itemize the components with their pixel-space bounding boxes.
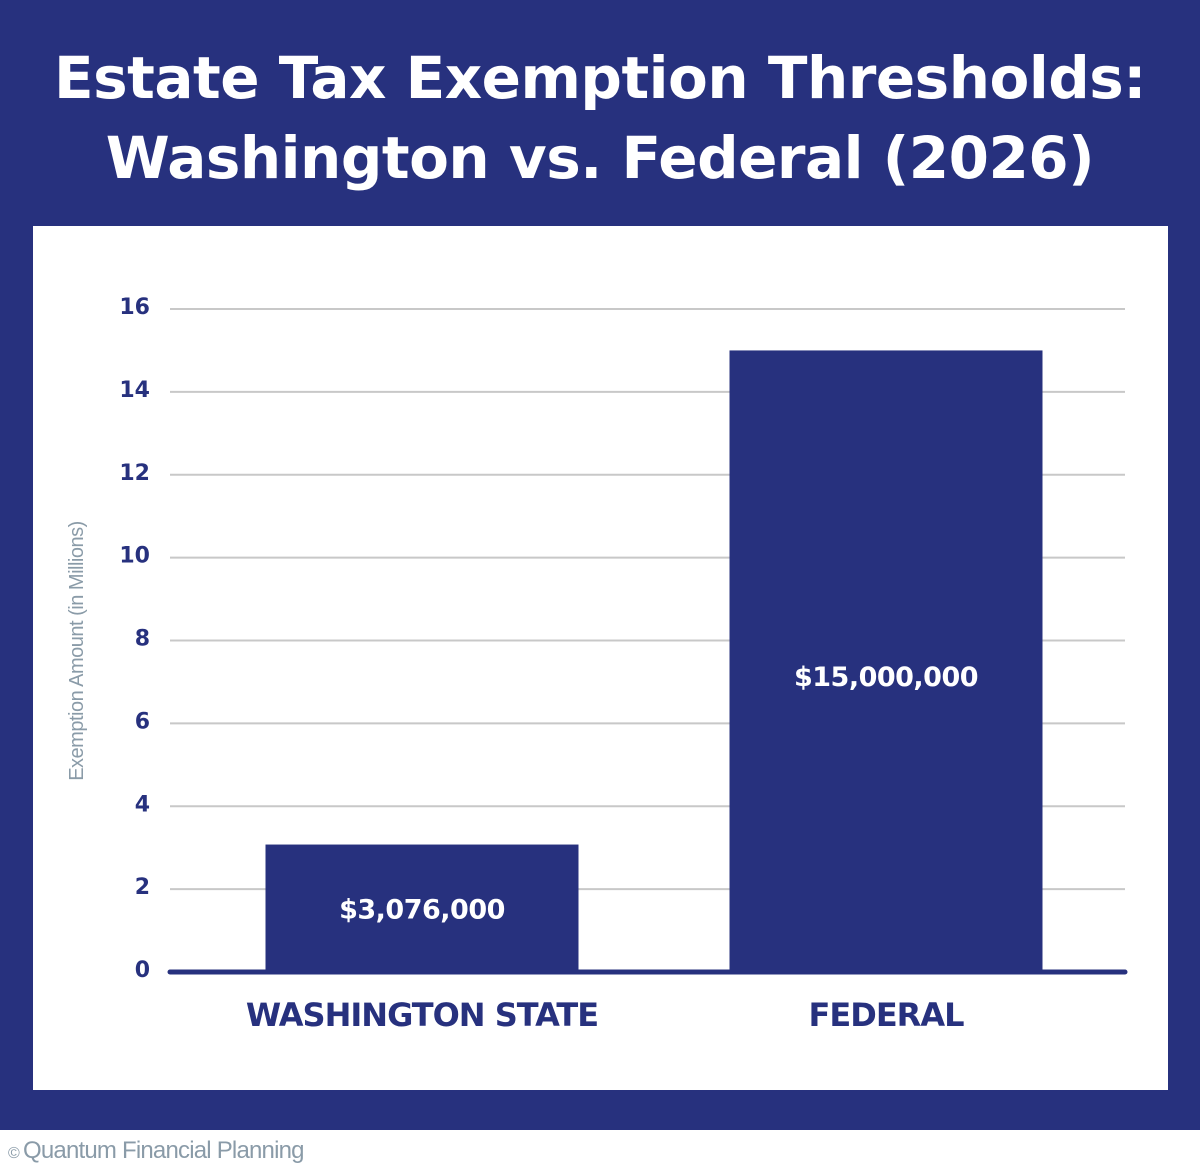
y-tick-label: 12 xyxy=(119,461,150,486)
chart-title: Estate Tax Exemption Thresholds: Washing… xyxy=(0,38,1200,198)
y-tick-label: 0 xyxy=(135,958,150,983)
title-line-2: Washington vs. Federal (2026) xyxy=(105,124,1095,192)
footer-text: Quantum Financial Planning xyxy=(23,1137,305,1164)
y-tick-label: 6 xyxy=(135,709,150,734)
y-tick-label: 16 xyxy=(119,295,150,320)
copyright-symbol: © xyxy=(8,1145,20,1162)
data-label: $15,000,000 xyxy=(794,662,978,693)
bar-chart: 0 2 4 6 8 10 12 14 16 Exemption Amount (in Millio… xyxy=(66,295,1128,1034)
y-axis-label: Exemption Amount (in Millions) xyxy=(66,521,88,781)
chart-panel: 0 2 4 6 8 10 12 14 16 Exemption Amount (in Millio… xyxy=(33,226,1168,1090)
footer-copyright: © Quantum Financial Planning xyxy=(8,1137,305,1165)
y-tick-label: 8 xyxy=(135,627,150,652)
y-tick-label: 10 xyxy=(119,544,150,569)
title-line-1: Estate Tax Exemption Thresholds: xyxy=(54,44,1146,112)
bar xyxy=(265,844,579,972)
y-tick-label: 2 xyxy=(135,875,150,900)
x-category-label: WASHINGTON STATE xyxy=(246,996,598,1034)
data-label: $3,076,000 xyxy=(339,894,505,925)
y-tick-label: 4 xyxy=(135,792,150,817)
bar xyxy=(729,350,1043,972)
y-tick-label: 14 xyxy=(119,378,150,403)
x-category-label: FEDERAL xyxy=(809,996,965,1034)
